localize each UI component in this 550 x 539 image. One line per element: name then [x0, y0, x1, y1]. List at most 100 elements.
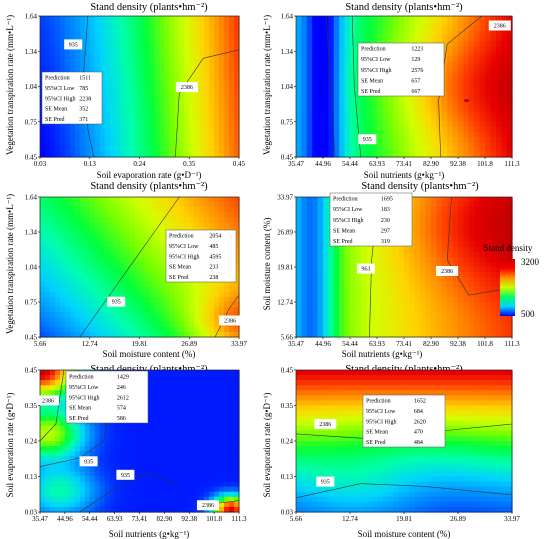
heatmap-cell: [306, 131, 313, 138]
heatmap-cell: [312, 237, 319, 243]
heatmap-cell: [84, 317, 91, 323]
heatmap-cell: [452, 282, 459, 288]
heatmap-cell: [79, 420, 86, 427]
heatmap-cell: [69, 496, 76, 503]
heatmap-cell: [323, 262, 329, 268]
heatmap-cell: [431, 116, 437, 123]
heatmap-cell: [179, 126, 185, 133]
heatmap-cell: [490, 292, 497, 298]
heatmap-cell: [414, 317, 421, 323]
heatmap-cell: [339, 277, 346, 283]
heatmap-cell: [474, 252, 481, 258]
heatmap-cell: [371, 327, 378, 333]
heatmap-cell: [134, 207, 141, 213]
heatmap-cell: [474, 91, 481, 98]
heatmap-cell: [474, 51, 481, 57]
heatmap-cell: [409, 307, 416, 313]
heatmap-cell: [44, 222, 51, 228]
heatmap-cell: [463, 101, 470, 108]
heatmap-cell: [134, 252, 141, 258]
heatmap-cell: [159, 212, 165, 218]
heatmap-cell: [59, 370, 66, 376]
heatmap-cell: [301, 332, 308, 338]
heatmap-cell: [134, 242, 141, 248]
heatmap-cell: [441, 242, 448, 248]
heatmap-cell: [194, 96, 200, 103]
heatmap-cell: [452, 292, 459, 298]
heatmap-cell: [312, 81, 319, 88]
heatmap-cell: [49, 262, 56, 268]
heatmap-cell: [74, 197, 81, 203]
heatmap-cell: [339, 66, 346, 72]
heatmap-cell: [360, 307, 367, 313]
heatmap-cell: [312, 257, 319, 263]
heatmap-cell: [458, 101, 464, 108]
heatmap-cell: [99, 126, 106, 133]
heatmap-cell: [104, 41, 111, 47]
heatmap-cell: [468, 111, 475, 118]
heatmap-cell: [382, 277, 389, 283]
x-axis-label: Soil moisture content (%): [103, 349, 196, 359]
heatmap-cell: [99, 101, 106, 108]
heatmap-cell: [159, 317, 165, 323]
heatmap-cell: [89, 312, 96, 318]
heatmap-cell: [420, 267, 427, 273]
heatmap-cell: [431, 227, 437, 233]
heatmap-cell: [485, 121, 491, 128]
heatmap-cell: [129, 56, 136, 62]
heatmap-cell: [54, 51, 61, 57]
heatmap-cell: [149, 111, 156, 118]
heatmap-cell: [94, 227, 101, 233]
heatmap-cell: [447, 56, 454, 62]
prediction-row-label: Prediction: [361, 47, 386, 53]
heatmap-cell: [414, 131, 421, 138]
heatmap-cell: [40, 257, 46, 263]
heatmap-cell: [84, 61, 91, 67]
heatmap-cell: [463, 297, 470, 303]
heatmap-cell: [495, 242, 502, 248]
heatmap-cell: [154, 257, 160, 263]
heatmap-cell: [350, 317, 356, 323]
heatmap-cell: [54, 126, 61, 133]
heatmap-cell: [209, 332, 215, 338]
heatmap-cell: [323, 232, 329, 238]
heatmap-cell: [312, 111, 319, 118]
heatmap-cell: [393, 332, 400, 338]
heatmap-cell: [119, 217, 126, 223]
heatmap-cell: [54, 441, 61, 447]
heatmap-cell: [463, 121, 470, 128]
heatmap-cell: [44, 390, 51, 396]
heatmap-cell: [199, 287, 205, 293]
heatmap-cell: [40, 282, 46, 288]
heatmap-cell: [54, 41, 61, 47]
heatmap-cell: [447, 31, 454, 37]
heatmap-cell: [169, 71, 175, 78]
heatmap-cell: [495, 131, 502, 138]
heatmap-cell: [452, 322, 459, 328]
heatmap-cell: [344, 277, 351, 283]
heatmap-cell: [169, 131, 175, 138]
heatmap-cell: [139, 247, 146, 253]
heatmap-cell: [474, 232, 481, 238]
heatmap-cell: [209, 61, 215, 67]
heatmap-cell: [154, 197, 160, 203]
heatmap-cell: [174, 41, 180, 47]
heatmap-cell: [44, 332, 51, 338]
heatmap-cell: [64, 207, 71, 213]
heatmap-cell: [485, 66, 491, 72]
heatmap-cell: [134, 232, 141, 238]
heatmap-cell: [350, 76, 356, 83]
heatmap-cell: [474, 136, 481, 143]
heatmap-cell: [436, 327, 443, 333]
heatmap-cell: [54, 16, 61, 22]
heatmap-cell: [447, 257, 454, 263]
heatmap-cell: [296, 146, 302, 153]
heatmap-cell: [164, 126, 170, 133]
heatmap-cell: [463, 111, 470, 118]
heatmap-cell: [184, 222, 190, 228]
heatmap-cell: [69, 481, 76, 488]
heatmap-cell: [59, 247, 66, 253]
heatmap-cell: [94, 267, 101, 273]
heatmap-cell: [447, 86, 454, 93]
heatmap-cell: [199, 101, 205, 108]
